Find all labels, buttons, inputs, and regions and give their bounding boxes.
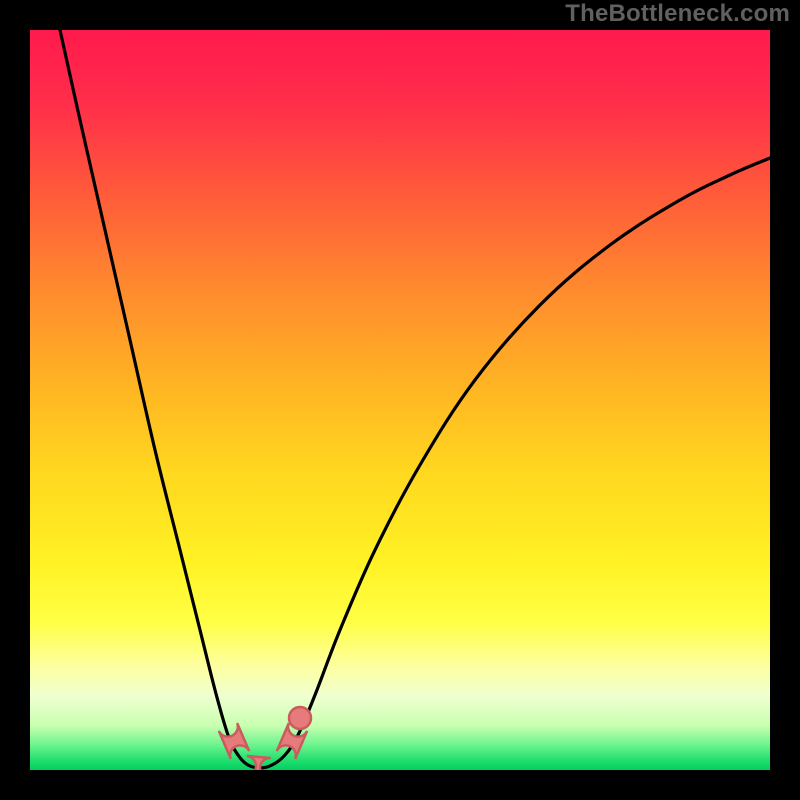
watermark-text: TheBottleneck.com xyxy=(565,0,790,28)
curve-marker xyxy=(245,756,271,770)
plot-area xyxy=(30,30,770,770)
marker-layer xyxy=(30,30,770,770)
curve-marker xyxy=(219,723,249,759)
curve-marker xyxy=(289,707,311,729)
